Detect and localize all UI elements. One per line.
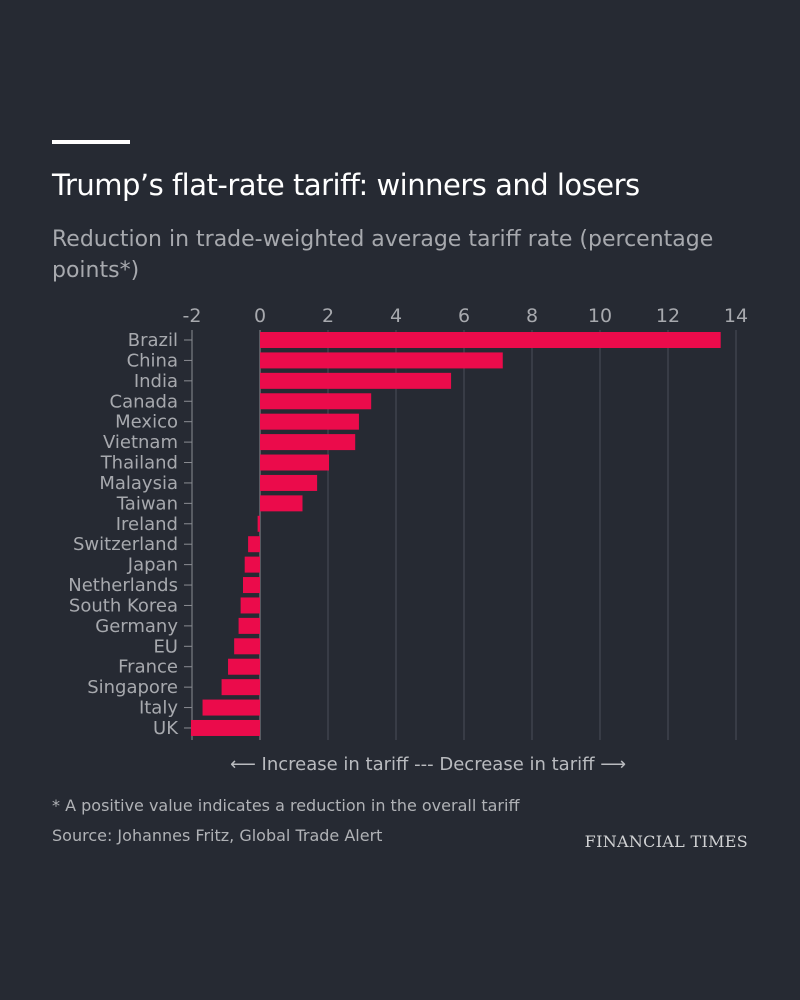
x-tick-label: 2 [322,305,334,327]
category-label: Canada [110,391,179,412]
bar-japan [244,556,260,573]
bar-south-korea [240,597,260,614]
category-label: Thailand [100,453,178,474]
x-tick-label: 10 [588,305,612,327]
category-label: Vietnam [103,432,178,453]
bar-china [260,352,503,369]
bar-brazil [260,332,721,348]
x-tick-label: 8 [526,305,538,327]
bar-thailand [260,454,330,471]
category-label: Taiwan [116,493,178,514]
bar-eu [234,638,260,655]
category-label: Malaysia [99,473,178,494]
x-tick-label: 12 [656,305,680,327]
direction-annotation: ⟵ Increase in tariff --- Decrease in tar… [230,754,627,775]
x-tick-label: -2 [183,305,202,327]
category-label: UK [153,718,179,739]
category-label: China [127,350,178,371]
category-label: Netherlands [68,575,178,596]
category-label: Italy [139,698,178,719]
footnote: * A positive value indicates a reduction… [52,796,520,815]
chart-title: Trump’s flat-rate tariff: winners and lo… [52,168,640,202]
bar-canada [260,393,372,410]
header-rule [52,140,130,144]
bar-ireland [257,515,260,532]
x-tick-label: 14 [724,305,748,327]
category-label: Brazil [128,330,178,351]
x-tick-label: 6 [458,305,470,327]
category-label: Switzerland [73,534,178,555]
bar-netherlands [243,577,260,594]
category-label: Japan [127,555,178,576]
category-label: France [118,657,178,678]
category-label: Singapore [87,677,178,698]
category-label: Germany [95,616,178,637]
bar-germany [238,617,260,634]
bar-singapore [221,679,260,696]
bar-taiwan [260,495,303,512]
bar-uk [190,719,260,736]
bar-india [260,372,452,389]
category-label: EU [153,636,178,657]
source: Source: Johannes Fritz, Global Trade Ale… [52,826,383,845]
bar-switzerland [248,536,260,553]
bar-malaysia [260,474,318,491]
category-label: Mexico [115,412,178,433]
category-label: Ireland [116,514,178,535]
chart-subtitle: Reduction in trade-weighted average tari… [52,227,714,283]
bar-mexico [260,413,359,430]
ft-logo: FINANCIAL TIMES [584,832,748,851]
x-tick-label: 4 [390,305,402,327]
bar-italy [202,699,260,716]
category-label: South Korea [69,595,178,616]
category-label: India [134,371,178,392]
x-tick-label: 0 [254,305,266,327]
bar-vietnam [260,434,356,451]
bar-france [228,658,260,675]
